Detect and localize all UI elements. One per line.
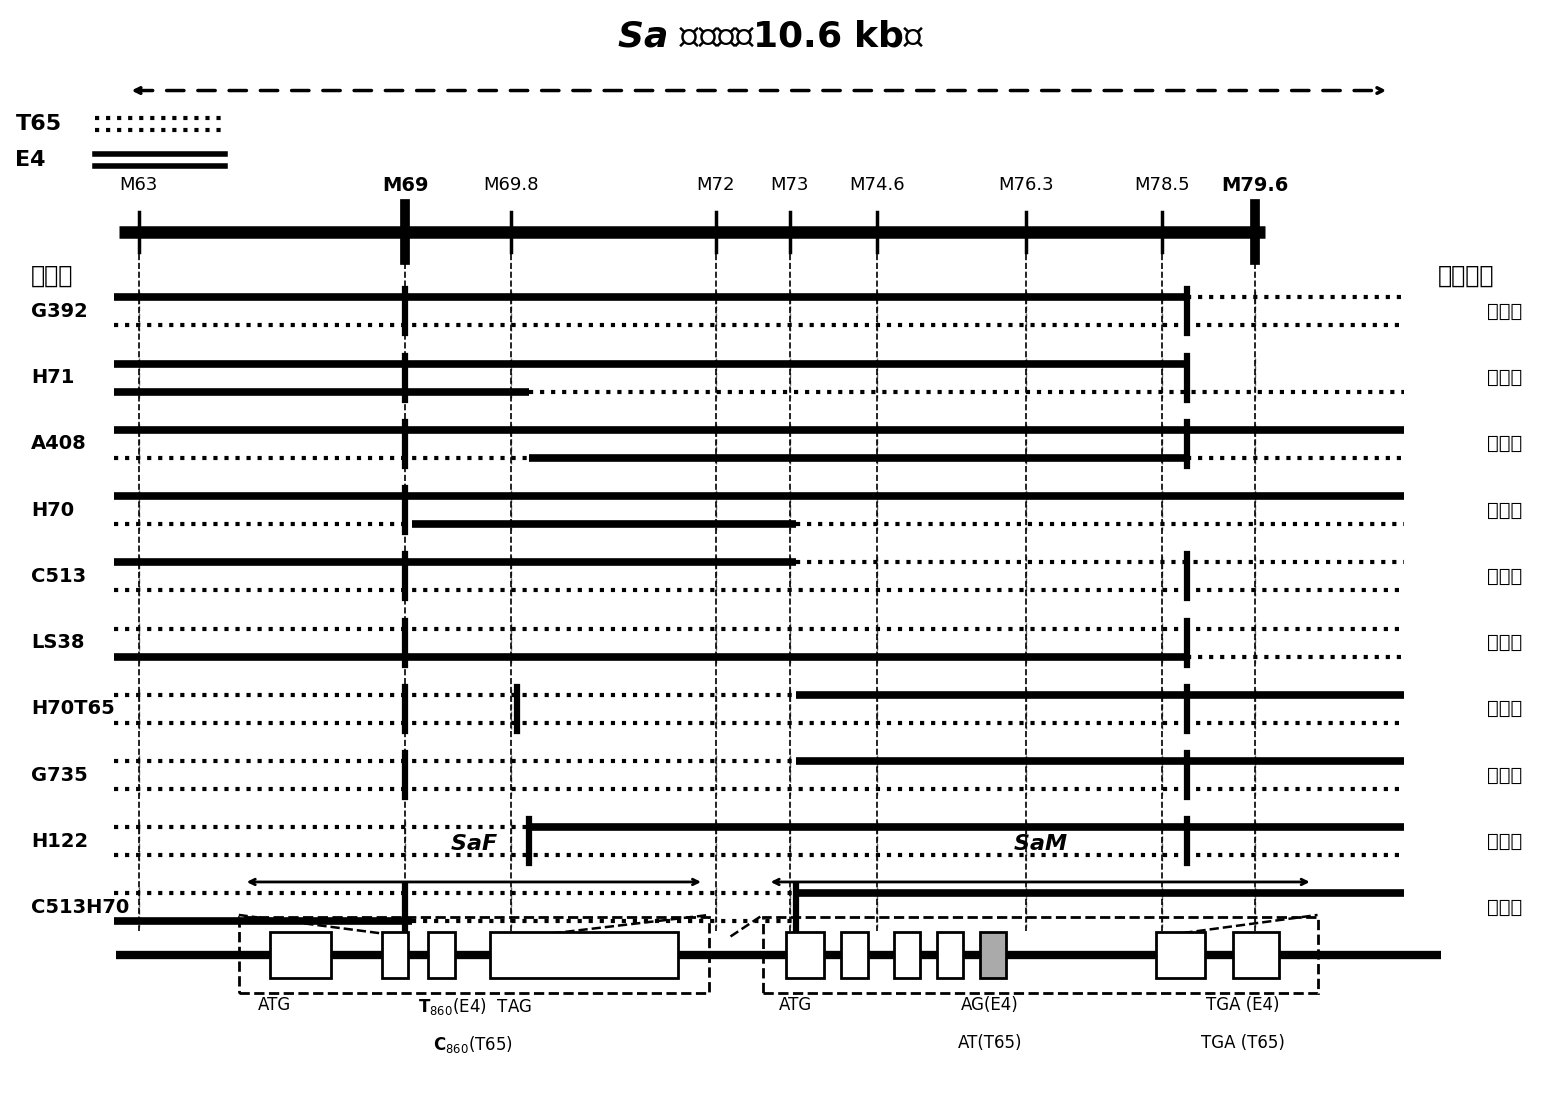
Bar: [763, 917, 1318, 992]
Text: G392: G392: [31, 301, 88, 321]
Text: AG(E4): AG(E4): [962, 996, 1019, 1013]
Text: E4: E4: [15, 150, 46, 170]
Text: 全可育: 全可育: [1487, 500, 1523, 520]
Text: TGA (E4): TGA (E4): [1207, 996, 1279, 1013]
Bar: [786, 932, 824, 978]
Text: 重组体: 重组体: [31, 264, 72, 288]
Text: 半不育: 半不育: [1487, 301, 1523, 321]
Text: $\mathbf{T}_{860}$(E4)  TAG: $\mathbf{T}_{860}$(E4) TAG: [419, 996, 532, 1017]
Text: 全可育: 全可育: [1487, 699, 1523, 719]
Text: M69: M69: [382, 176, 428, 195]
Text: 全可育: 全可育: [1487, 566, 1523, 586]
Text: AT(T65): AT(T65): [959, 1034, 1022, 1052]
Text: T65: T65: [15, 114, 62, 134]
Text: $\mathbf{C}_{860}$(T65): $\mathbf{C}_{860}$(T65): [433, 1034, 513, 1055]
Bar: [894, 932, 920, 978]
Text: ATG: ATG: [780, 996, 812, 1013]
Text: M69.8: M69.8: [482, 177, 539, 194]
Text: M73: M73: [770, 177, 809, 194]
Text: M79.6: M79.6: [1222, 176, 1288, 195]
Text: M72: M72: [697, 177, 735, 194]
Text: G735: G735: [31, 765, 88, 785]
Text: H71: H71: [31, 368, 74, 388]
Bar: [239, 917, 709, 992]
Text: M63: M63: [120, 177, 157, 194]
Text: 半不育: 半不育: [1487, 368, 1523, 388]
Text: H70: H70: [31, 500, 74, 520]
Text: 花粉育性: 花粉育性: [1438, 264, 1495, 288]
Text: 半不育: 半不育: [1487, 898, 1523, 917]
Bar: [428, 932, 455, 978]
Text: M74.6: M74.6: [849, 177, 905, 194]
Text: 半不育: 半不育: [1487, 831, 1523, 851]
Text: M76.3: M76.3: [999, 177, 1054, 194]
Bar: [841, 932, 868, 978]
Text: M78.5: M78.5: [1134, 177, 1190, 194]
Text: $\bfit{Sa}$ 座位（～10.6 kb）: $\bfit{Sa}$ 座位（～10.6 kb）: [616, 20, 925, 53]
Text: $\bfit{SaF}$: $\bfit{SaF}$: [450, 834, 498, 854]
Text: TGA (T65): TGA (T65): [1200, 1034, 1285, 1052]
Text: LS38: LS38: [31, 633, 85, 652]
Text: $\bfit{SaM}$: $\bfit{SaM}$: [1012, 834, 1068, 854]
Bar: [270, 932, 331, 978]
Text: C513: C513: [31, 566, 86, 586]
Text: 全可育: 全可育: [1487, 633, 1523, 652]
Bar: [382, 932, 408, 978]
Text: 全可育: 全可育: [1487, 765, 1523, 785]
Text: A408: A408: [31, 434, 86, 454]
Text: H70T65: H70T65: [31, 699, 114, 719]
Text: C513H70: C513H70: [31, 898, 129, 917]
Text: H122: H122: [31, 831, 88, 851]
Text: ATG: ATG: [257, 996, 291, 1013]
Bar: [937, 932, 963, 978]
Bar: [980, 932, 1006, 978]
Bar: [1233, 932, 1279, 978]
Bar: [490, 932, 678, 978]
Bar: [1156, 932, 1205, 978]
Text: 全可育: 全可育: [1487, 434, 1523, 454]
